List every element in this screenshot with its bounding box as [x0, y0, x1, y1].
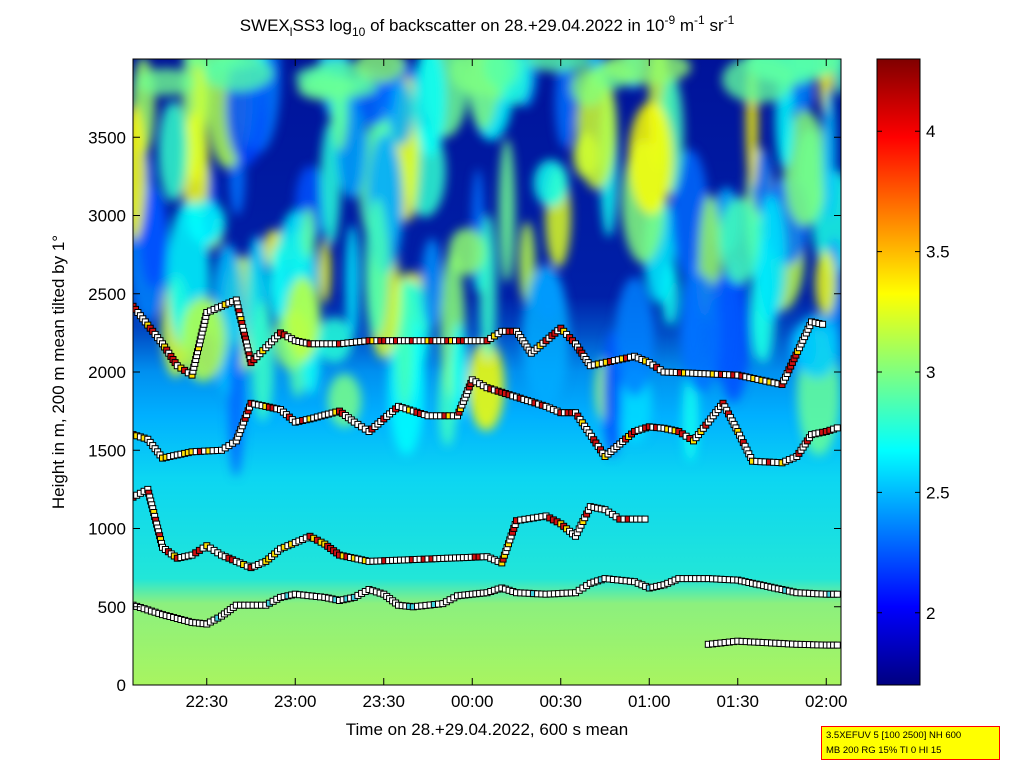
title-unit2: sr [705, 16, 724, 35]
plume-blob [448, 228, 485, 276]
plume-blob [570, 67, 607, 107]
colorbar-tick-label: 3 [926, 363, 935, 382]
y-tick-label: 1000 [88, 520, 126, 539]
plume-blob [525, 59, 592, 72]
plume-blob [815, 250, 837, 316]
plume-blob [601, 59, 692, 85]
plume-blob [364, 198, 389, 338]
plume-blob [615, 277, 654, 397]
y-tick-label: 2500 [88, 285, 126, 304]
plume-blob [671, 149, 709, 278]
x-tick-label: 23:30 [362, 692, 405, 711]
plume-blob [297, 75, 354, 101]
y-tick-label: 1500 [88, 441, 126, 460]
x-tick-label: 23:00 [274, 692, 317, 711]
title-suffix: of backscatter on 28.+29.04.2022 in 10 [365, 16, 664, 35]
plume-blob [193, 59, 206, 170]
info-line-2: MB 200 RG 15% TI 0 HI 15 [826, 745, 942, 756]
plume-blob [680, 274, 721, 394]
plume-blob [484, 59, 521, 89]
y-tick-label: 3500 [88, 128, 126, 147]
title-exp2: -1 [694, 13, 705, 27]
x-tick-label: 01:30 [716, 692, 759, 711]
title-mid: SS3 log [292, 16, 352, 35]
title-exp1: -9 [664, 13, 675, 27]
plume-blob [719, 197, 760, 284]
title-sub2: 10 [352, 25, 366, 39]
plume-blob [228, 341, 244, 477]
plume-blob [269, 245, 286, 319]
title-exp3: -1 [724, 13, 735, 27]
marker-point [641, 515, 649, 523]
x-tick-label: 02:00 [805, 692, 848, 711]
heatmap-plumes [133, 59, 841, 477]
colorbar [876, 58, 921, 686]
title-sub1: l [290, 25, 293, 39]
x-axis: 22:30 23:00 23:30 00:00 00:30 01:00 01:30 02:00 [185, 59, 848, 711]
info-line-1: 3.5XEFUV 5 [100 2500] NH 600 [826, 730, 962, 741]
plume-blob [722, 59, 796, 104]
x-axis-label: Time on 28.+29.04.2022, 600 s mean [346, 720, 628, 739]
plume-blob [421, 238, 443, 328]
plume-blob [318, 240, 331, 304]
y-axis-label: Height in m, 200 m mean tilted by 1° [49, 235, 68, 509]
y-tick-label: 3000 [88, 207, 126, 226]
plume-blob [285, 277, 321, 361]
plume-blob [783, 110, 827, 227]
marker-traces [133, 296, 841, 649]
plume-blob [301, 207, 316, 259]
plume-blob [413, 59, 447, 157]
title-unit1: m [675, 16, 694, 35]
x-tick-label: 00:00 [451, 692, 494, 711]
y-tick-label: 0 [117, 676, 126, 695]
colorbar-tick-label: 2.5 [926, 483, 950, 502]
y-tick-label: 500 [98, 598, 126, 617]
marker-point [833, 641, 841, 649]
plume-blob [355, 59, 406, 83]
plume-blob [203, 59, 274, 92]
colorbar-tick-label: 4 [926, 122, 935, 141]
processing-info-box: 3.5XEFUV 5 [100 2500] NH 600 MB 200 RG 1… [821, 726, 1000, 760]
marker-point [833, 424, 841, 432]
y-tick-label: 2000 [88, 363, 126, 382]
colorbar-tick-label: 3.5 [926, 243, 950, 262]
plume-blob [789, 59, 841, 78]
colorbar-ticks: 2 2.5 3 3.5 4 [877, 122, 950, 623]
x-tick-label: 01:00 [628, 692, 671, 711]
plume-blob [628, 102, 674, 215]
plume-blob [345, 224, 360, 337]
plume-blob [133, 105, 146, 241]
marker-point [819, 320, 827, 328]
heatmap-field [133, 59, 841, 685]
plume-blob [498, 138, 516, 283]
x-tick-label: 00:30 [539, 692, 582, 711]
y-axis: 0 500 1000 1500 2000 2500 3000 3500 [88, 128, 841, 695]
plume-blob [136, 68, 196, 96]
plume-blob [822, 89, 837, 220]
plume-blob [320, 121, 341, 246]
plume-blob [388, 79, 414, 146]
plume-blob [316, 317, 353, 363]
chart-title: SWEXlSS3 log10 of backscatter on 28.+29.… [240, 13, 735, 39]
colorbar-tick-label: 2 [926, 604, 935, 623]
plume-blob [158, 101, 189, 202]
title-prefix: SWEX [240, 16, 290, 35]
plume-blob [755, 194, 787, 323]
plume-blob [555, 59, 577, 149]
plume-blob [139, 186, 168, 289]
x-tick-label: 22:30 [185, 692, 228, 711]
marker-point [833, 590, 841, 598]
plume-blob [533, 159, 569, 207]
plume-blob [251, 301, 274, 422]
